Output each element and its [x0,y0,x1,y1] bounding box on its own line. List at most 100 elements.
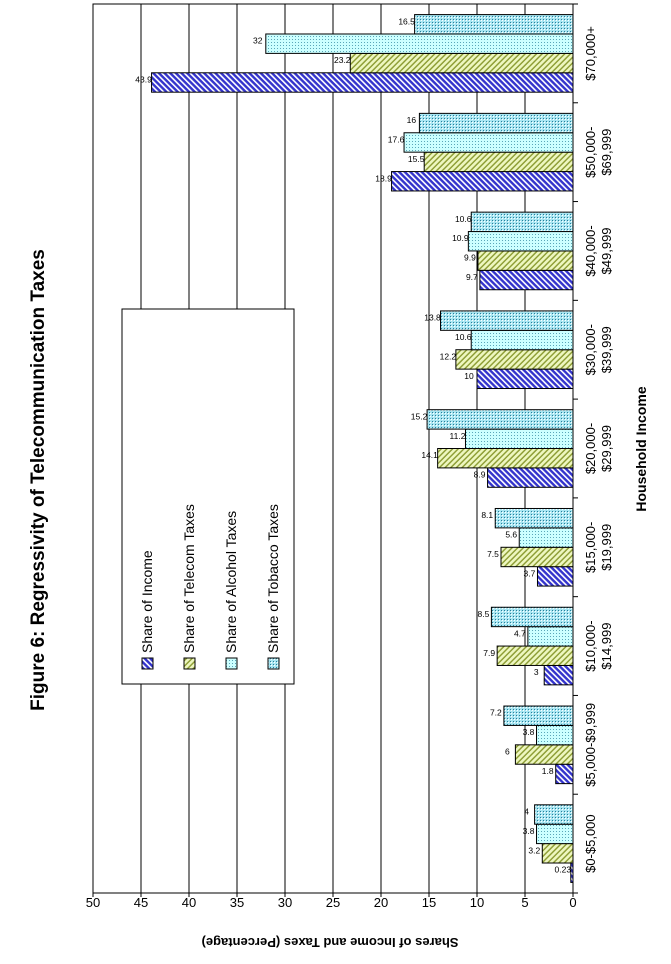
alcohol-bar [536,823,574,845]
telecom-bar [500,546,574,568]
data-label: 8.1 [481,510,493,520]
category-label: $30,000- [583,324,598,375]
data-label: 10.9 [452,233,469,243]
legend-label: Share of Income [139,550,155,653]
category-label: $20,000- [583,423,598,474]
y-tick-label: 50 [86,895,100,910]
legend-label: Share of Telecom Taxes [181,504,197,653]
category-label: $19,999 [599,524,614,571]
category-label: $50,000- [583,127,598,178]
data-label: 23.2 [334,55,351,65]
y-tick-label: 35 [230,895,244,910]
category-label: $15,000- [583,522,598,573]
alcohol-bar [464,428,574,449]
chart-title: Figure 6: Regressivity of Telecommunicat… [28,249,49,711]
tobacco-bar [414,14,574,35]
telecom-bar [514,744,574,765]
data-label: 17.6 [388,134,405,144]
data-label: 0.23 [555,865,572,875]
data-label: 18.9 [375,173,392,183]
data-labels: 0.23 3.2 3.8 4 1.8 6 3.8 7.2 3 7.9 4.7 8.5 3.7 7.5 5.6… [135,16,571,874]
data-label: 43.9 [135,74,152,84]
alcohol-bar [403,132,574,153]
income-bar [570,862,574,883]
data-label: 7.2 [490,708,502,718]
category-label: $40,000- [583,225,598,276]
y-tick-label: 15 [422,895,436,910]
data-label: 3.8 [523,727,535,737]
telecom-bar [541,843,574,864]
telecom-bar [455,349,574,370]
data-label: 1.8 [542,766,554,776]
y-axis-ticks: 0 5 10 15 20 25 30 35 40 45 50 [86,893,577,910]
alcohol-bar [527,626,574,647]
alcohol-bar [470,329,574,351]
category-label: $49,999 [599,227,614,274]
tobacco-bar [440,310,574,331]
data-label: 3 [534,667,539,677]
bars [151,14,574,883]
legend-swatch-tobacco [267,657,280,670]
category-label: $69,999 [599,129,614,176]
data-label: 7.9 [483,648,495,658]
data-label: 15.5 [408,154,425,164]
data-label: 5.6 [505,530,517,540]
data-label: 12.2 [440,351,457,361]
data-label: 13.8 [424,313,441,323]
category-label: $29,999 [599,425,614,472]
data-label: 6 [505,747,510,757]
legend: Share of Income Share of Telecom Taxes Sha… [121,308,295,685]
telecom-bar [437,447,574,469]
income-bar [543,664,574,686]
legend-swatch-telecom [183,657,196,670]
data-label: 9.9 [464,253,476,263]
legend-label: Share of Tobacco Taxes [265,504,281,653]
telecom-bar [477,250,574,271]
category-label: $70,000+ [583,26,598,81]
income-bar [151,72,574,93]
income-bar [479,269,574,291]
income-bar [391,171,574,192]
data-label: 8.5 [477,609,489,619]
data-label: 11.2 [450,431,466,441]
category-label: $5,000-$9,999 [583,703,598,787]
tobacco-bar [494,507,574,529]
telecom-bar [496,645,574,666]
y-tick-label: 30 [278,895,292,910]
y-tick-label: 25 [326,895,340,910]
data-label: 4 [524,807,529,817]
category-label: $10,000- [583,620,598,671]
data-label: 10 [464,371,474,381]
category-label: $39,999 [599,326,614,373]
legend-box [121,308,295,685]
alcohol-bar [467,231,574,252]
alcohol-bar [265,33,574,54]
y-axis-title: Shares of Income and Taxes (Percentage) [202,935,459,950]
y-tick-label: 0 [569,895,576,910]
income-bar [476,368,574,390]
alcohol-bar [536,724,574,746]
category-label: $14,999 [599,623,614,670]
data-label: 7.5 [487,549,499,559]
y-tick-label: 40 [182,895,196,910]
x-axis-categories: $0-$5,000 $5,000-$9,999 $10,000- $14,999 $15… [573,3,614,894]
income-bar [555,763,574,785]
data-label: 15.2 [411,411,428,421]
data-label: 16.5 [398,16,415,26]
tobacco-bar [470,211,574,233]
tobacco-bar [418,112,574,134]
legend-swatch-income [141,657,154,670]
tobacco-bar [534,804,574,825]
data-label: 32 [253,36,263,46]
alcohol-bar [518,527,574,548]
tobacco-bar [426,409,574,430]
tobacco-bar [490,606,574,628]
income-bar [487,467,574,488]
data-label: 16 [407,115,417,125]
x-axis-title: Household Income [633,386,649,511]
y-tick-label: 20 [374,895,388,910]
legend-swatch-alcohol [225,657,238,670]
y-tick-label: 45 [134,895,148,910]
